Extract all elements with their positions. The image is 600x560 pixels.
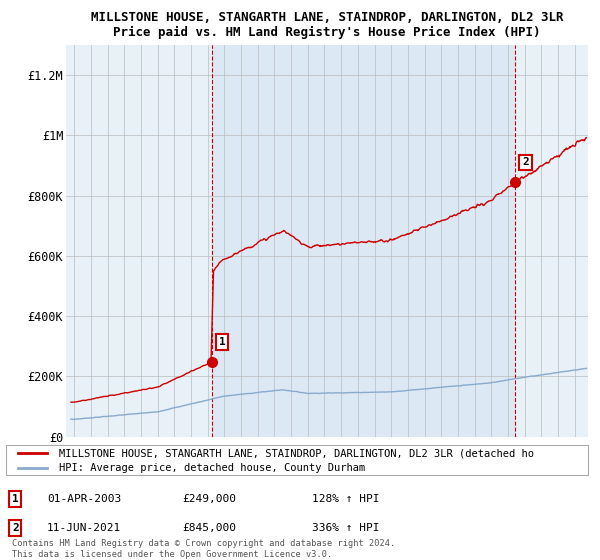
Bar	[6, 445, 588, 475]
Text: £249,000: £249,000	[182, 494, 236, 504]
Text: £845,000: £845,000	[182, 523, 236, 533]
Text: 11-JUN-2021: 11-JUN-2021	[47, 523, 121, 533]
Text: 2: 2	[522, 157, 529, 167]
Text: 1: 1	[218, 337, 226, 347]
Text: HPI: Average price, detached house, County Durham: HPI: Average price, detached house, Coun…	[59, 463, 365, 473]
Text: 1: 1	[12, 494, 19, 504]
Text: 128% ↑ HPI: 128% ↑ HPI	[312, 494, 379, 504]
Text: MILLSTONE HOUSE, STANGARTH LANE, STAINDROP, DARLINGTON, DL2 3LR (detached ho: MILLSTONE HOUSE, STANGARTH LANE, STAINDR…	[59, 449, 534, 458]
Text: Contains HM Land Registry data © Crown copyright and database right 2024.
This d: Contains HM Land Registry data © Crown c…	[12, 539, 395, 559]
Text: 2: 2	[12, 523, 19, 533]
Text: 336% ↑ HPI: 336% ↑ HPI	[312, 523, 379, 533]
Text: 01-APR-2003: 01-APR-2003	[47, 494, 121, 504]
Title: MILLSTONE HOUSE, STANGARTH LANE, STAINDROP, DARLINGTON, DL2 3LR
Price paid vs. H: MILLSTONE HOUSE, STANGARTH LANE, STAINDR…	[91, 11, 563, 39]
Bar	[212, 45, 515, 437]
